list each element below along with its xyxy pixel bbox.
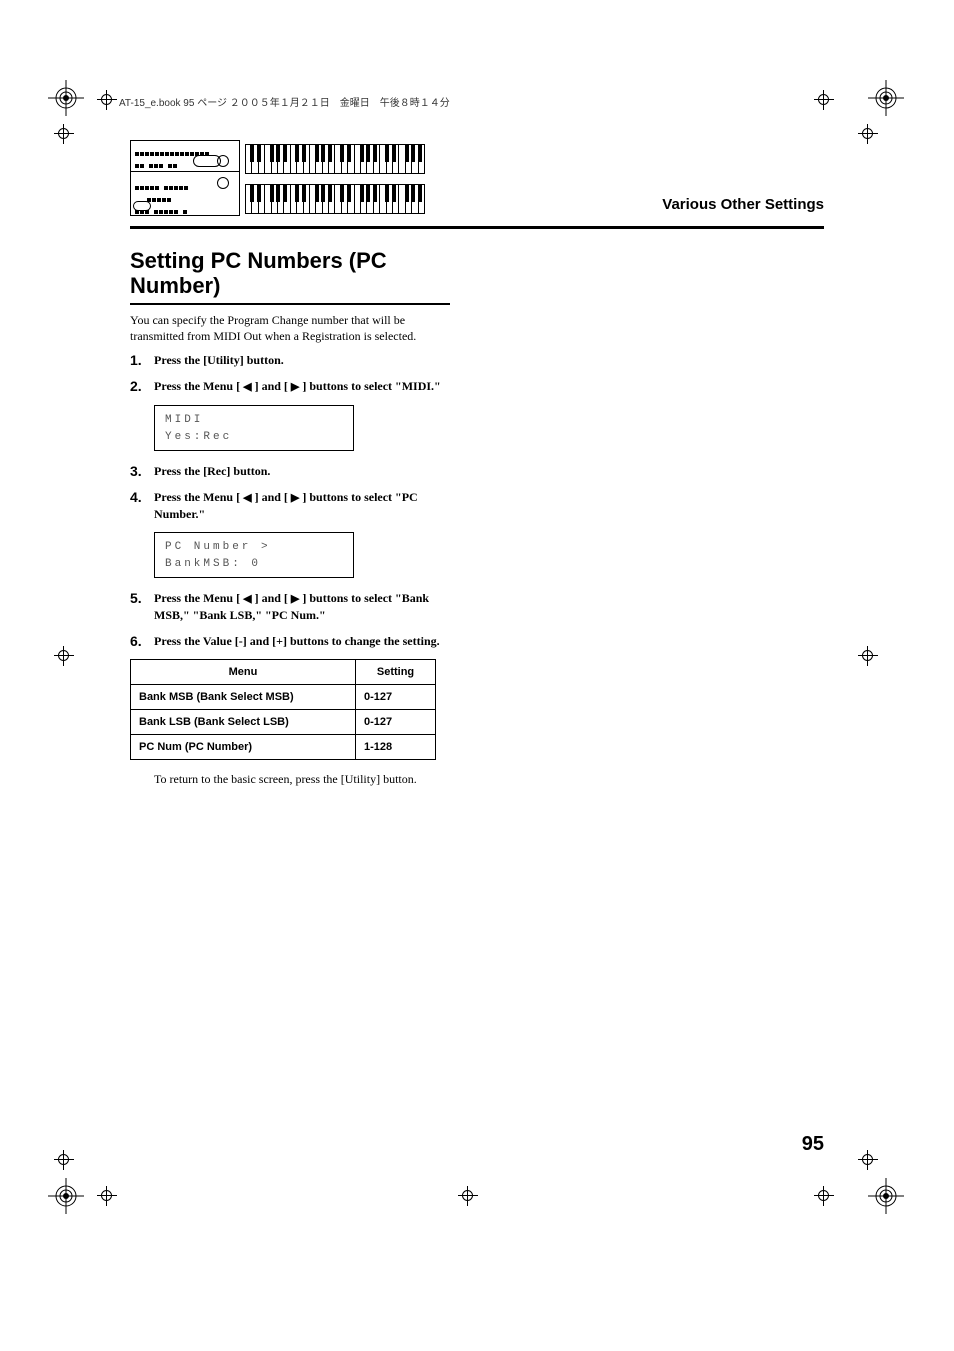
crosshair-br2 (814, 1186, 834, 1206)
crosshair-mr (858, 124, 878, 144)
table-header: Setting (356, 660, 436, 685)
crosshair-left-mid (54, 646, 74, 666)
lcd-line: MIDI (165, 412, 343, 429)
step-text: Press the Menu [ ◀ ] and [ ▶ ] buttons t… (154, 590, 450, 623)
table-row: Bank LSB (Bank Select LSB)0-127 (131, 710, 436, 735)
crosshair-tl2 (97, 90, 117, 110)
lcd-line: BankMSB: 0 (165, 556, 343, 573)
left-arrow-icon: ◀ (243, 492, 251, 504)
regmark-tr (868, 80, 904, 116)
table-cell: PC Num (PC Number) (131, 735, 356, 760)
section-label: Various Other Settings (662, 196, 824, 213)
instrument-diagram (130, 140, 430, 220)
step: 2.Press the Menu [ ◀ ] and [ ▶ ] buttons… (130, 378, 450, 395)
section-rule (130, 226, 824, 229)
left-arrow-icon: ◀ (243, 381, 251, 393)
table-row: PC Num (PC Number)1-128 (131, 735, 436, 760)
step-text: Press the Value [-] and [+] buttons to c… (154, 633, 440, 649)
step: 3.Press the [Rec] button. (130, 463, 450, 479)
page: AT-15_e.book 95 ページ ２００５年１月２１日 金曜日 午後８時１… (0, 0, 954, 1351)
step: 4.Press the Menu [ ◀ ] and [ ▶ ] buttons… (130, 489, 450, 522)
header-meta: AT-15_e.book 95 ページ ２００５年１月２１日 金曜日 午後８時１… (119, 94, 450, 109)
crosshair-right-mid (858, 646, 878, 666)
page-heading: Setting PC Numbers (PC Number) (130, 248, 450, 305)
regmark-br (868, 1178, 904, 1214)
step-number: 3. (130, 463, 154, 479)
step: 6.Press the Value [-] and [+] buttons to… (130, 633, 450, 649)
regmark-tl (48, 80, 84, 116)
steps-list: 1.Press the [Utility] button.2.Press the… (130, 352, 450, 787)
right-arrow-icon: ▶ (291, 381, 299, 393)
right-arrow-icon: ▶ (291, 492, 299, 504)
settings-table: MenuSettingBank MSB (Bank Select MSB)0-1… (130, 659, 436, 760)
step-text: Press the Menu [ ◀ ] and [ ▶ ] buttons t… (154, 378, 441, 395)
crosshair-tr2 (814, 90, 834, 110)
step-text: Press the [Rec] button. (154, 463, 270, 479)
step-number: 2. (130, 378, 154, 395)
intro-paragraph: You can specify the Program Change numbe… (130, 312, 450, 344)
page-number: 95 (802, 1133, 824, 1156)
table-cell: Bank LSB (Bank Select LSB) (131, 710, 356, 735)
crosshair-bot-mid (458, 1186, 478, 1206)
regmark-bl (48, 1178, 84, 1214)
crosshair-ml2 (54, 1150, 74, 1170)
lower-keyboard (245, 184, 425, 214)
left-arrow-icon: ◀ (243, 593, 251, 605)
upper-keyboard (245, 144, 425, 174)
crosshair-bl2 (97, 1186, 117, 1206)
step-number: 6. (130, 633, 154, 649)
return-note: To return to the basic screen, press the… (154, 772, 450, 787)
step: 1.Press the [Utility] button. (130, 352, 450, 368)
step-number: 5. (130, 590, 154, 623)
table-header: Menu (131, 660, 356, 685)
instrument-panel (130, 140, 240, 216)
table-cell: 1-128 (356, 735, 436, 760)
right-arrow-icon: ▶ (291, 593, 299, 605)
lcd-display: PC Number > BankMSB: 0 (154, 532, 354, 578)
step-number: 4. (130, 489, 154, 522)
step-text: Press the [Utility] button. (154, 352, 284, 368)
lcd-line: PC Number > (165, 539, 343, 556)
step-text: Press the Menu [ ◀ ] and [ ▶ ] buttons t… (154, 489, 450, 522)
step: 5.Press the Menu [ ◀ ] and [ ▶ ] buttons… (130, 590, 450, 623)
table-cell: 0-127 (356, 710, 436, 735)
table-cell: Bank MSB (Bank Select MSB) (131, 685, 356, 710)
lcd-display: MIDI Yes:Rec (154, 405, 354, 451)
table-row: Bank MSB (Bank Select MSB)0-127 (131, 685, 436, 710)
step-number: 1. (130, 352, 154, 368)
table-cell: 0-127 (356, 685, 436, 710)
lcd-line: Yes:Rec (165, 429, 343, 446)
crosshair-ml (54, 124, 74, 144)
crosshair-mr2 (858, 1150, 878, 1170)
